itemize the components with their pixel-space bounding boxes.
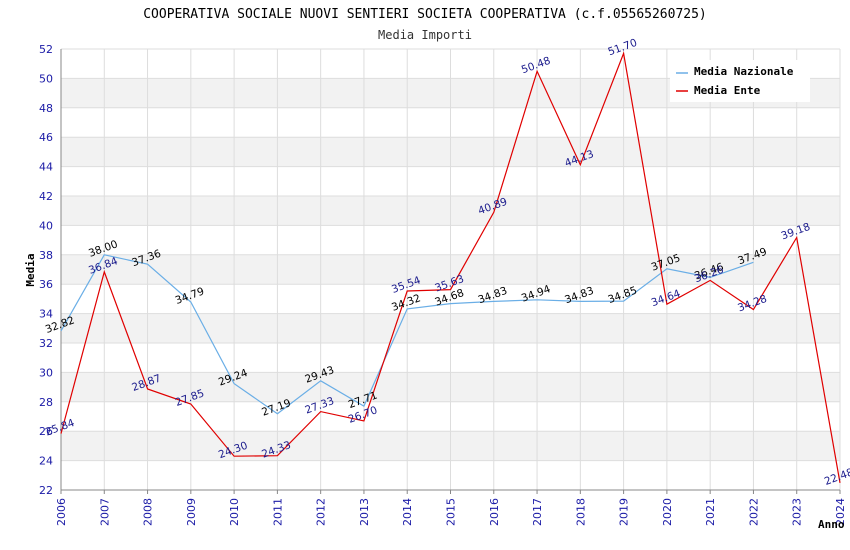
x-tick-label: 2019 [618, 498, 631, 526]
data-label-media-nazionale: 34.83 [563, 285, 595, 307]
x-tick-label: 2023 [791, 498, 804, 526]
data-label-media-nazionale: 34.79 [174, 285, 206, 307]
data-label-media-ente: 34.28 [736, 293, 768, 315]
x-tick-label: 2006 [55, 498, 68, 526]
y-tick-label: 24 [39, 455, 53, 468]
x-tick-label: 2024 [834, 498, 847, 526]
y-axis-label: Media [24, 253, 37, 286]
x-tick-label: 2022 [747, 498, 760, 526]
y-tick-label: 30 [39, 366, 53, 379]
x-tick-label: 2009 [185, 498, 198, 526]
x-tick-label: 2018 [574, 498, 587, 526]
legend: Media Nazionale Media Ente [670, 60, 810, 102]
y-tick-label: 44 [39, 161, 53, 174]
legend-box [670, 60, 810, 102]
x-tick-label: 2014 [401, 498, 414, 526]
y-tick-label: 48 [39, 102, 53, 115]
y-tick-label: 26 [39, 425, 53, 438]
x-tick-label: 2008 [142, 498, 155, 526]
x-tick-label: 2007 [98, 498, 111, 526]
x-tick-label: 2015 [445, 498, 458, 526]
y-tick-label: 22 [39, 484, 53, 497]
y-tick-label: 38 [39, 249, 53, 262]
chart-subtitle: Media Importi [378, 28, 472, 42]
series-line-media-ente [60, 51, 841, 484]
data-label-media-nazionale: 34.85 [606, 285, 638, 307]
x-tick-label: 2020 [661, 498, 674, 526]
x-axis-label: Anno [818, 518, 845, 531]
x-tick-label: 2013 [358, 498, 371, 526]
y-tick-label: 50 [39, 72, 53, 85]
series-line-media-nazionale [60, 254, 754, 415]
x-tick-label: 2016 [488, 498, 501, 526]
chart-title: COOPERATIVA SOCIALE NUOVI SENTIERI SOCIE… [143, 7, 707, 22]
x-tick-label: 2011 [271, 498, 284, 526]
data-label-media-nazionale: 34.83 [477, 285, 509, 307]
axes: 22 24 26 28 30 32 34 36 38 40 42 44 46 48 50 52 2006 2007… [39, 43, 847, 526]
data-label-media-ente: 34.64 [650, 287, 683, 309]
y-tick-label: 46 [39, 131, 53, 144]
series-lines [60, 51, 841, 484]
x-tick-label: 2012 [315, 498, 328, 526]
y-tick-label: 34 [39, 308, 53, 321]
x-tick-label: 2010 [228, 498, 241, 526]
data-label-media-ente: 22.48 [823, 466, 850, 488]
y-tick-label: 52 [39, 43, 53, 56]
y-tick-label: 36 [39, 278, 53, 291]
y-tick-label: 32 [39, 337, 53, 350]
legend-label-media-ente: Media Ente [694, 84, 761, 97]
y-tick-label: 42 [39, 190, 53, 203]
data-label-media-nazionale: 34.94 [520, 283, 553, 305]
x-tick-label: 2017 [531, 498, 544, 526]
x-tick-label: 2021 [704, 498, 717, 526]
y-tick-label: 40 [39, 219, 53, 232]
legend-label-media-nazionale: Media Nazionale [694, 65, 794, 78]
y-tick-label: 28 [39, 396, 53, 409]
